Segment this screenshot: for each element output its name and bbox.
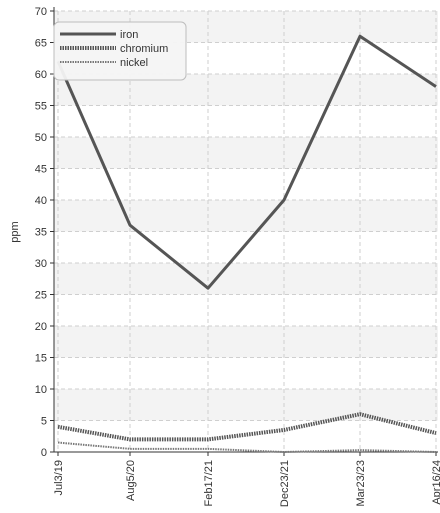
y-tick-label: 25 (35, 290, 47, 302)
y-tick-label: 35 (35, 227, 47, 239)
y-tick-label: 55 (35, 101, 47, 113)
legend-label-iron: iron (120, 29, 138, 41)
plot-background-bands (54, 11, 438, 421)
series-line-nickel (57, 441, 437, 453)
legend-label-chromium: chromium (120, 43, 168, 55)
x-tick-label: Jul3/19 (53, 460, 65, 495)
y-tick-label: 40 (35, 195, 47, 207)
background-band (54, 200, 438, 232)
series-line-iron (56, 34, 437, 290)
y-tick-label: 15 (35, 353, 47, 365)
legend: iron chromium nickel (53, 21, 187, 81)
y-tick-label: 60 (35, 69, 47, 81)
legend-label-nickel: nickel (120, 57, 148, 69)
y-axis-title: ppm (9, 221, 21, 242)
background-band (54, 137, 438, 169)
x-tick-label: Dec23/21 (279, 460, 291, 507)
axes (53, 7, 438, 453)
x-tick-label: Aug5/20 (125, 460, 137, 501)
y-tick-label: 70 (35, 6, 47, 18)
x-tick-labels: Jul3/19 Aug5/20 Feb17/21 Dec23/21 Mar23/23 Ap… (53, 452, 440, 507)
y-tick-label: 50 (35, 132, 47, 144)
y-tick-label: 65 (35, 38, 47, 50)
y-tick-label: 30 (35, 258, 47, 270)
y-tick-label: 45 (35, 164, 47, 176)
grid-lines (54, 10, 438, 452)
background-band (54, 389, 438, 421)
series-line-chromium (57, 412, 437, 442)
x-tick-label: Feb17/21 (203, 460, 215, 506)
y-tick-label: 5 (41, 416, 47, 428)
x-tick-label: Apr16/24 (431, 460, 440, 505)
y-tick-label: 20 (35, 321, 47, 333)
y-tick-labels: 0 5 10 15 20 25 30 35 40 45 50 55 60 65 70 (35, 6, 54, 459)
background-band (54, 326, 438, 358)
series-lines (56, 34, 437, 453)
background-band (54, 263, 438, 295)
y-tick-label: 0 (41, 447, 47, 459)
legend-box (53, 21, 187, 81)
y-tick-label: 10 (35, 384, 47, 396)
x-tick-label: Mar23/23 (355, 460, 367, 506)
